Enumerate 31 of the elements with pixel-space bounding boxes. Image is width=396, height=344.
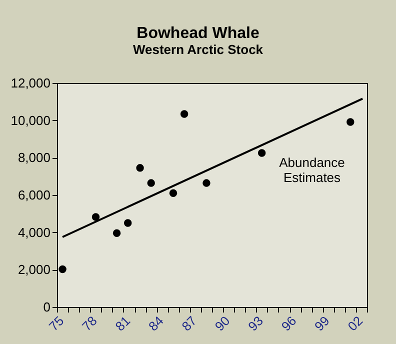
y-tick-label: 0: [43, 300, 50, 314]
y-tick-label: 12,000: [10, 76, 50, 90]
x-tick-label: 84: [146, 313, 166, 334]
point: [169, 189, 178, 197]
point: [112, 229, 121, 237]
x-tick-label: 75: [46, 313, 67, 334]
x-tick-label: 81: [112, 313, 134, 334]
point: [147, 179, 155, 187]
x-tick-label: 90: [212, 313, 233, 334]
point: [202, 179, 210, 187]
x-tick-label: 87: [178, 313, 200, 334]
point: [58, 265, 66, 274]
point: [124, 219, 132, 227]
x-tick-label: 93: [245, 313, 266, 334]
point: [92, 213, 100, 221]
y-tick-label: 2,000: [18, 262, 50, 278]
chart-subtitle: Western Arctic Stock: [132, 42, 264, 57]
x-tick-label: 96: [278, 313, 300, 334]
annotation: Abundance Estimates: [279, 155, 345, 185]
point: [180, 110, 188, 118]
y-tick-label: 8,000: [18, 150, 50, 166]
y-tick-label: 6,000: [18, 188, 50, 202]
x-tick-label: 99: [312, 313, 332, 334]
y-tick-label: 4,000: [18, 224, 50, 240]
point: [136, 164, 144, 172]
x-tick-label: 78: [79, 313, 100, 334]
point: [346, 118, 354, 126]
point: [258, 149, 266, 157]
chart-title: Bowhead Whale: [136, 25, 260, 42]
x-tick-label: 02: [344, 313, 366, 334]
y-tick-label: 10,000: [10, 112, 50, 128]
